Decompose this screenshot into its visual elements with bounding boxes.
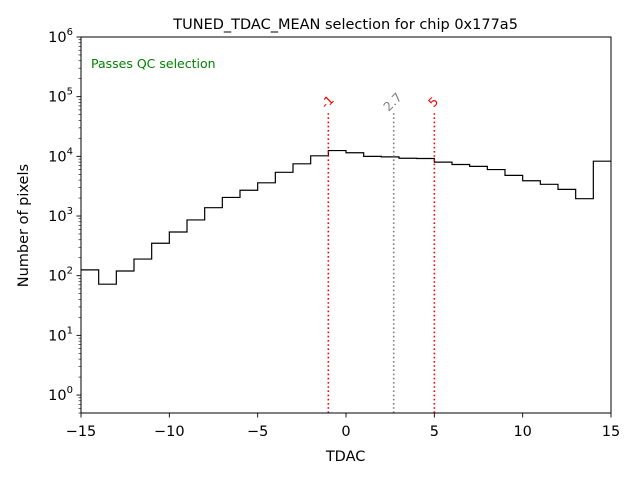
- y-tick-label: 103: [48, 206, 73, 225]
- x-tick-label: 10: [513, 424, 531, 440]
- y-tick-label: 101: [48, 325, 73, 344]
- y-axis-label: Number of pixels: [16, 164, 32, 287]
- y-tick-label: 106: [48, 27, 73, 46]
- y-tick-label: 104: [48, 146, 73, 165]
- y-tick-label: 105: [48, 87, 73, 106]
- x-axis-label: TDAC: [325, 449, 366, 465]
- qc-annotation: Passes QC selection: [91, 56, 216, 71]
- x-tick-label: 0: [341, 424, 350, 440]
- x-tick-label: −15: [66, 424, 97, 440]
- y-tick-label: 100: [48, 385, 73, 404]
- histogram-series: [81, 149, 611, 285]
- chart-title: TUNED_TDAC_MEAN selection for chip 0x177…: [172, 17, 518, 33]
- x-tick-label: 15: [602, 424, 620, 440]
- y-tick-label: 102: [48, 266, 73, 285]
- x-tick-label: 5: [430, 424, 439, 440]
- x-tick-label: −5: [247, 424, 268, 440]
- x-tick-label: −10: [154, 424, 185, 440]
- plot-area: -1 2.7 5−15 −10 −5 0 5 10 1510010110210310410510…: [48, 27, 620, 440]
